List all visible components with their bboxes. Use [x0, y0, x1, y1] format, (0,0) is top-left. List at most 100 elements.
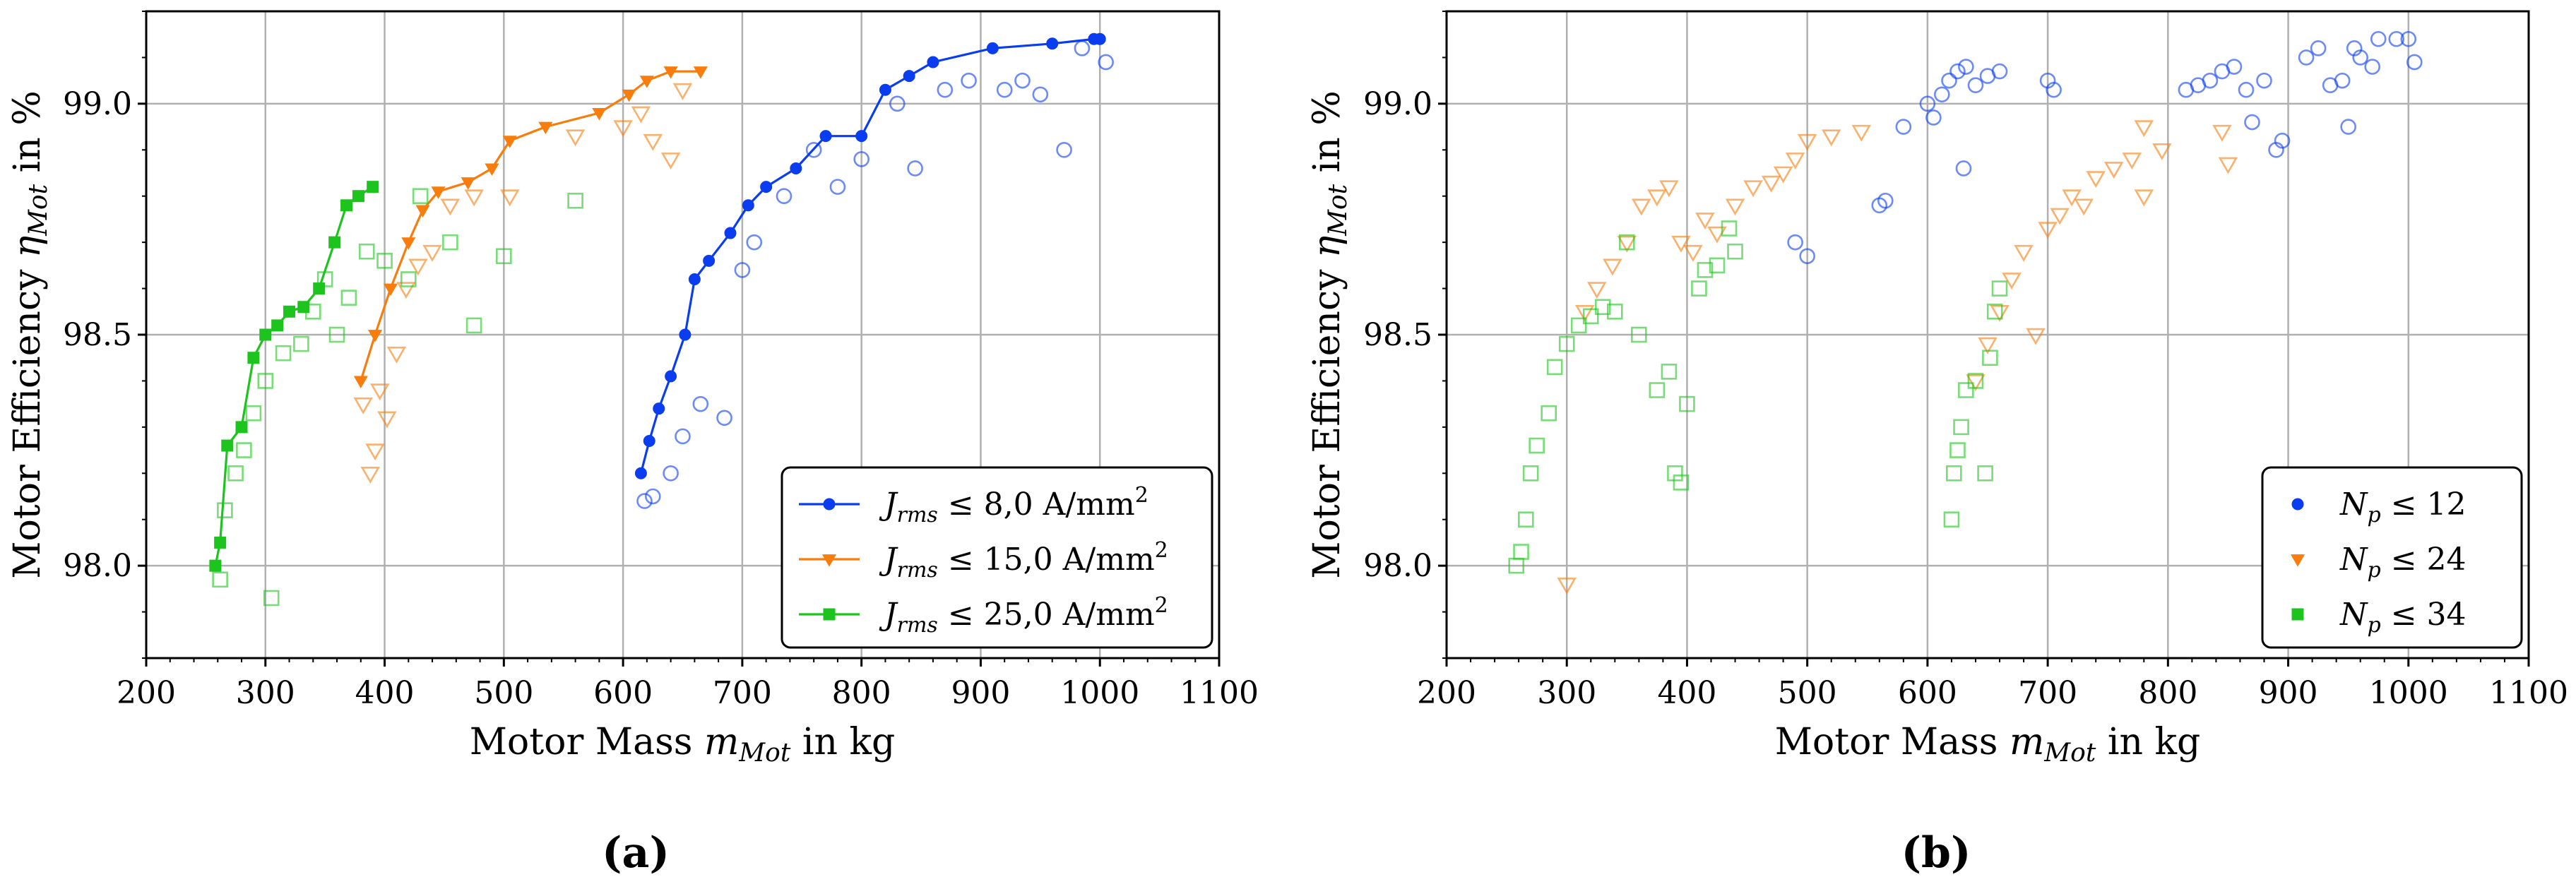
data-point-hollow	[1991, 63, 2008, 80]
data-point-hollow	[1925, 109, 1942, 126]
data-point-hollow	[675, 428, 691, 445]
data-point-hollow	[370, 383, 390, 401]
data-point-hollow	[1558, 335, 1575, 352]
data-point-hollow	[2103, 162, 2124, 179]
data-point-hollow	[1014, 72, 1031, 89]
data-point-hollow	[360, 466, 381, 484]
data-point-front	[485, 163, 499, 177]
data-point-hollow	[692, 395, 709, 412]
legend-marker	[823, 498, 836, 511]
data-point-front	[879, 83, 891, 96]
data-point-hollow	[1074, 40, 1091, 56]
data-point-hollow	[937, 81, 954, 98]
data-point-hollow	[2340, 119, 2356, 135]
data-point-hollow	[805, 141, 822, 158]
data-point-hollow	[376, 253, 393, 269]
ticks-a: 200 300 400 500 600 700 800 900 1000 1100 98.0 98.5…	[63, 11, 1259, 711]
data-point-hollow	[2310, 40, 2327, 56]
data-point-hollow	[2352, 49, 2368, 66]
data-point-hollow	[1986, 303, 2003, 320]
data-point-front	[679, 328, 692, 341]
data-point-hollow	[734, 262, 751, 278]
data-point-hollow	[1967, 77, 1984, 93]
data-point-front	[328, 236, 341, 249]
y-tick-label: 99.0	[1363, 86, 1432, 122]
data-point-front	[415, 205, 430, 217]
x-tick-label: 300	[236, 675, 295, 711]
data-point-front	[693, 66, 708, 79]
panel-label-b: (b)	[1901, 828, 1971, 878]
data-point-hollow	[1919, 95, 1936, 112]
data-point-hollow	[1773, 166, 1793, 184]
data-point-hollow	[660, 153, 681, 169]
data-point-hollow	[1982, 350, 1998, 366]
data-point-hollow	[212, 571, 228, 588]
data-point-hollow	[227, 465, 244, 482]
data-point-front	[634, 467, 647, 479]
x-tick-label: 900	[2259, 675, 2318, 711]
y-axis-label-a: Motor Efficiency ηMot in %	[6, 90, 53, 579]
data-point-hollow	[2212, 124, 2232, 142]
x-tick-label: 1100	[2489, 675, 2568, 711]
data-point-hollow	[1661, 364, 1678, 380]
data-point-hollow	[1575, 304, 1595, 322]
data-point-front	[367, 181, 379, 193]
data-point-hollow	[2388, 30, 2405, 47]
marks-b	[1508, 30, 2423, 595]
data-point-front	[643, 434, 655, 447]
data-point-hollow	[1934, 86, 1950, 103]
data-point-hollow	[440, 198, 461, 216]
legend-item: Np ≤ 12	[2291, 487, 2467, 527]
data-point-hollow	[1617, 235, 1637, 253]
series-2	[1557, 120, 2238, 595]
data-point-front	[401, 237, 416, 250]
data-point-hollow	[422, 244, 442, 262]
data-point-hollow	[1659, 180, 1679, 198]
data-point-hollow	[776, 188, 793, 205]
legend-label: Np ≤ 24	[2339, 542, 2467, 583]
panel-label-a: (a)	[602, 828, 670, 878]
x-tick-label: 1000	[1060, 675, 1139, 711]
pareto-front-line	[639, 37, 1100, 474]
data-point-hollow	[2134, 120, 2154, 138]
data-point-hollow	[2202, 72, 2219, 89]
data-point-hollow	[2038, 222, 2058, 239]
data-point-hollow	[1098, 54, 1114, 71]
y-tick-label: 98.5	[63, 317, 132, 353]
data-point-hollow	[275, 345, 292, 362]
x-axis-label-a: Motor Mass mMot in kg	[470, 721, 896, 768]
data-point-hollow	[2406, 54, 2423, 71]
data-point-hollow	[1821, 129, 1841, 147]
legend-item: Np ≤ 24	[2290, 542, 2467, 583]
x-tick-label: 700	[713, 675, 772, 711]
data-point-hollow	[1513, 544, 1529, 560]
data-point-hollow	[1541, 405, 1557, 422]
legend-marker	[2291, 498, 2304, 511]
data-point-hollow	[1799, 248, 1815, 265]
data-point-front	[502, 136, 517, 148]
data-point-hollow	[1990, 304, 2010, 322]
data-point-hollow	[263, 590, 280, 607]
data-point-hollow	[2244, 114, 2260, 131]
data-point-front	[431, 186, 446, 199]
data-point-hollow	[631, 106, 651, 124]
data-point-hollow	[1967, 373, 1984, 389]
data-point-hollow	[961, 72, 977, 89]
data-point-hollow	[889, 95, 906, 112]
data-point-front	[235, 421, 248, 434]
data-point-front	[340, 199, 353, 212]
data-point-front	[855, 130, 868, 143]
data-point-hollow	[1851, 124, 1872, 142]
data-point-hollow	[1631, 326, 1647, 343]
data-point-hollow	[2400, 30, 2417, 47]
data-point-hollow	[2122, 153, 2142, 169]
data-point-hollow	[396, 282, 416, 299]
x-tick-label: 700	[2018, 675, 2077, 711]
data-point-hollow	[1955, 160, 1972, 177]
data-point-hollow	[353, 397, 373, 414]
legend-marker	[821, 554, 837, 567]
data-point-hollow	[1032, 86, 1049, 103]
data-point-hollow	[1978, 337, 1998, 354]
